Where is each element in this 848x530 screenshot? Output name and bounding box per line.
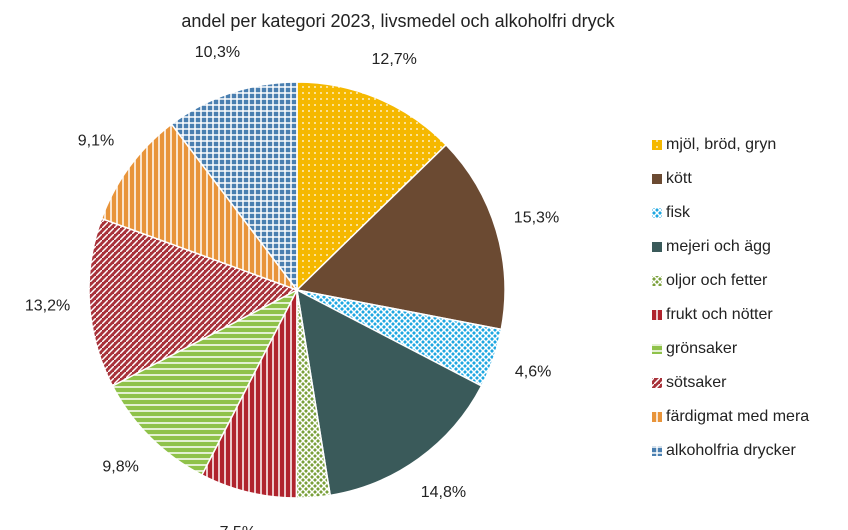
data-label: 7,5% (220, 524, 256, 530)
legend-swatch (652, 446, 662, 456)
legend-label: alkoholfria drycker (666, 442, 797, 459)
legend-swatch (652, 208, 662, 218)
legend-swatch (652, 174, 662, 184)
legend-label: kött (666, 170, 692, 187)
legend-label: sötsaker (666, 374, 727, 391)
legend-label: fisk (666, 204, 691, 221)
legend-label: frukt och nötter (666, 306, 773, 323)
data-label: 14,8% (421, 484, 466, 501)
data-label: 13,2% (25, 297, 70, 314)
legend-label: grönsaker (666, 340, 738, 357)
legend-swatch (652, 276, 662, 286)
legend-swatch (652, 242, 662, 252)
legend-label: mejeri och ägg (666, 238, 771, 255)
legend-label: färdigmat med mera (666, 408, 809, 425)
legend-label: oljor och fetter (666, 272, 768, 289)
data-label: 15,3% (514, 210, 559, 227)
legend-swatch (652, 140, 662, 150)
data-label: 9,8% (102, 458, 138, 475)
data-label: 4,6% (515, 363, 551, 380)
data-label: 12,7% (372, 51, 417, 68)
legend-swatch (652, 310, 662, 320)
legend-swatch (652, 378, 662, 388)
chart-title: andel per kategori 2023, livsmedel och a… (181, 11, 615, 31)
legend-swatch (652, 412, 662, 422)
legend-label: mjöl, bröd, gryn (666, 136, 776, 153)
legend-swatch (652, 344, 662, 354)
data-label: 9,1% (78, 133, 114, 150)
chart: andel per kategori 2023, livsmedel och a… (0, 0, 848, 530)
data-label: 10,3% (195, 44, 240, 61)
